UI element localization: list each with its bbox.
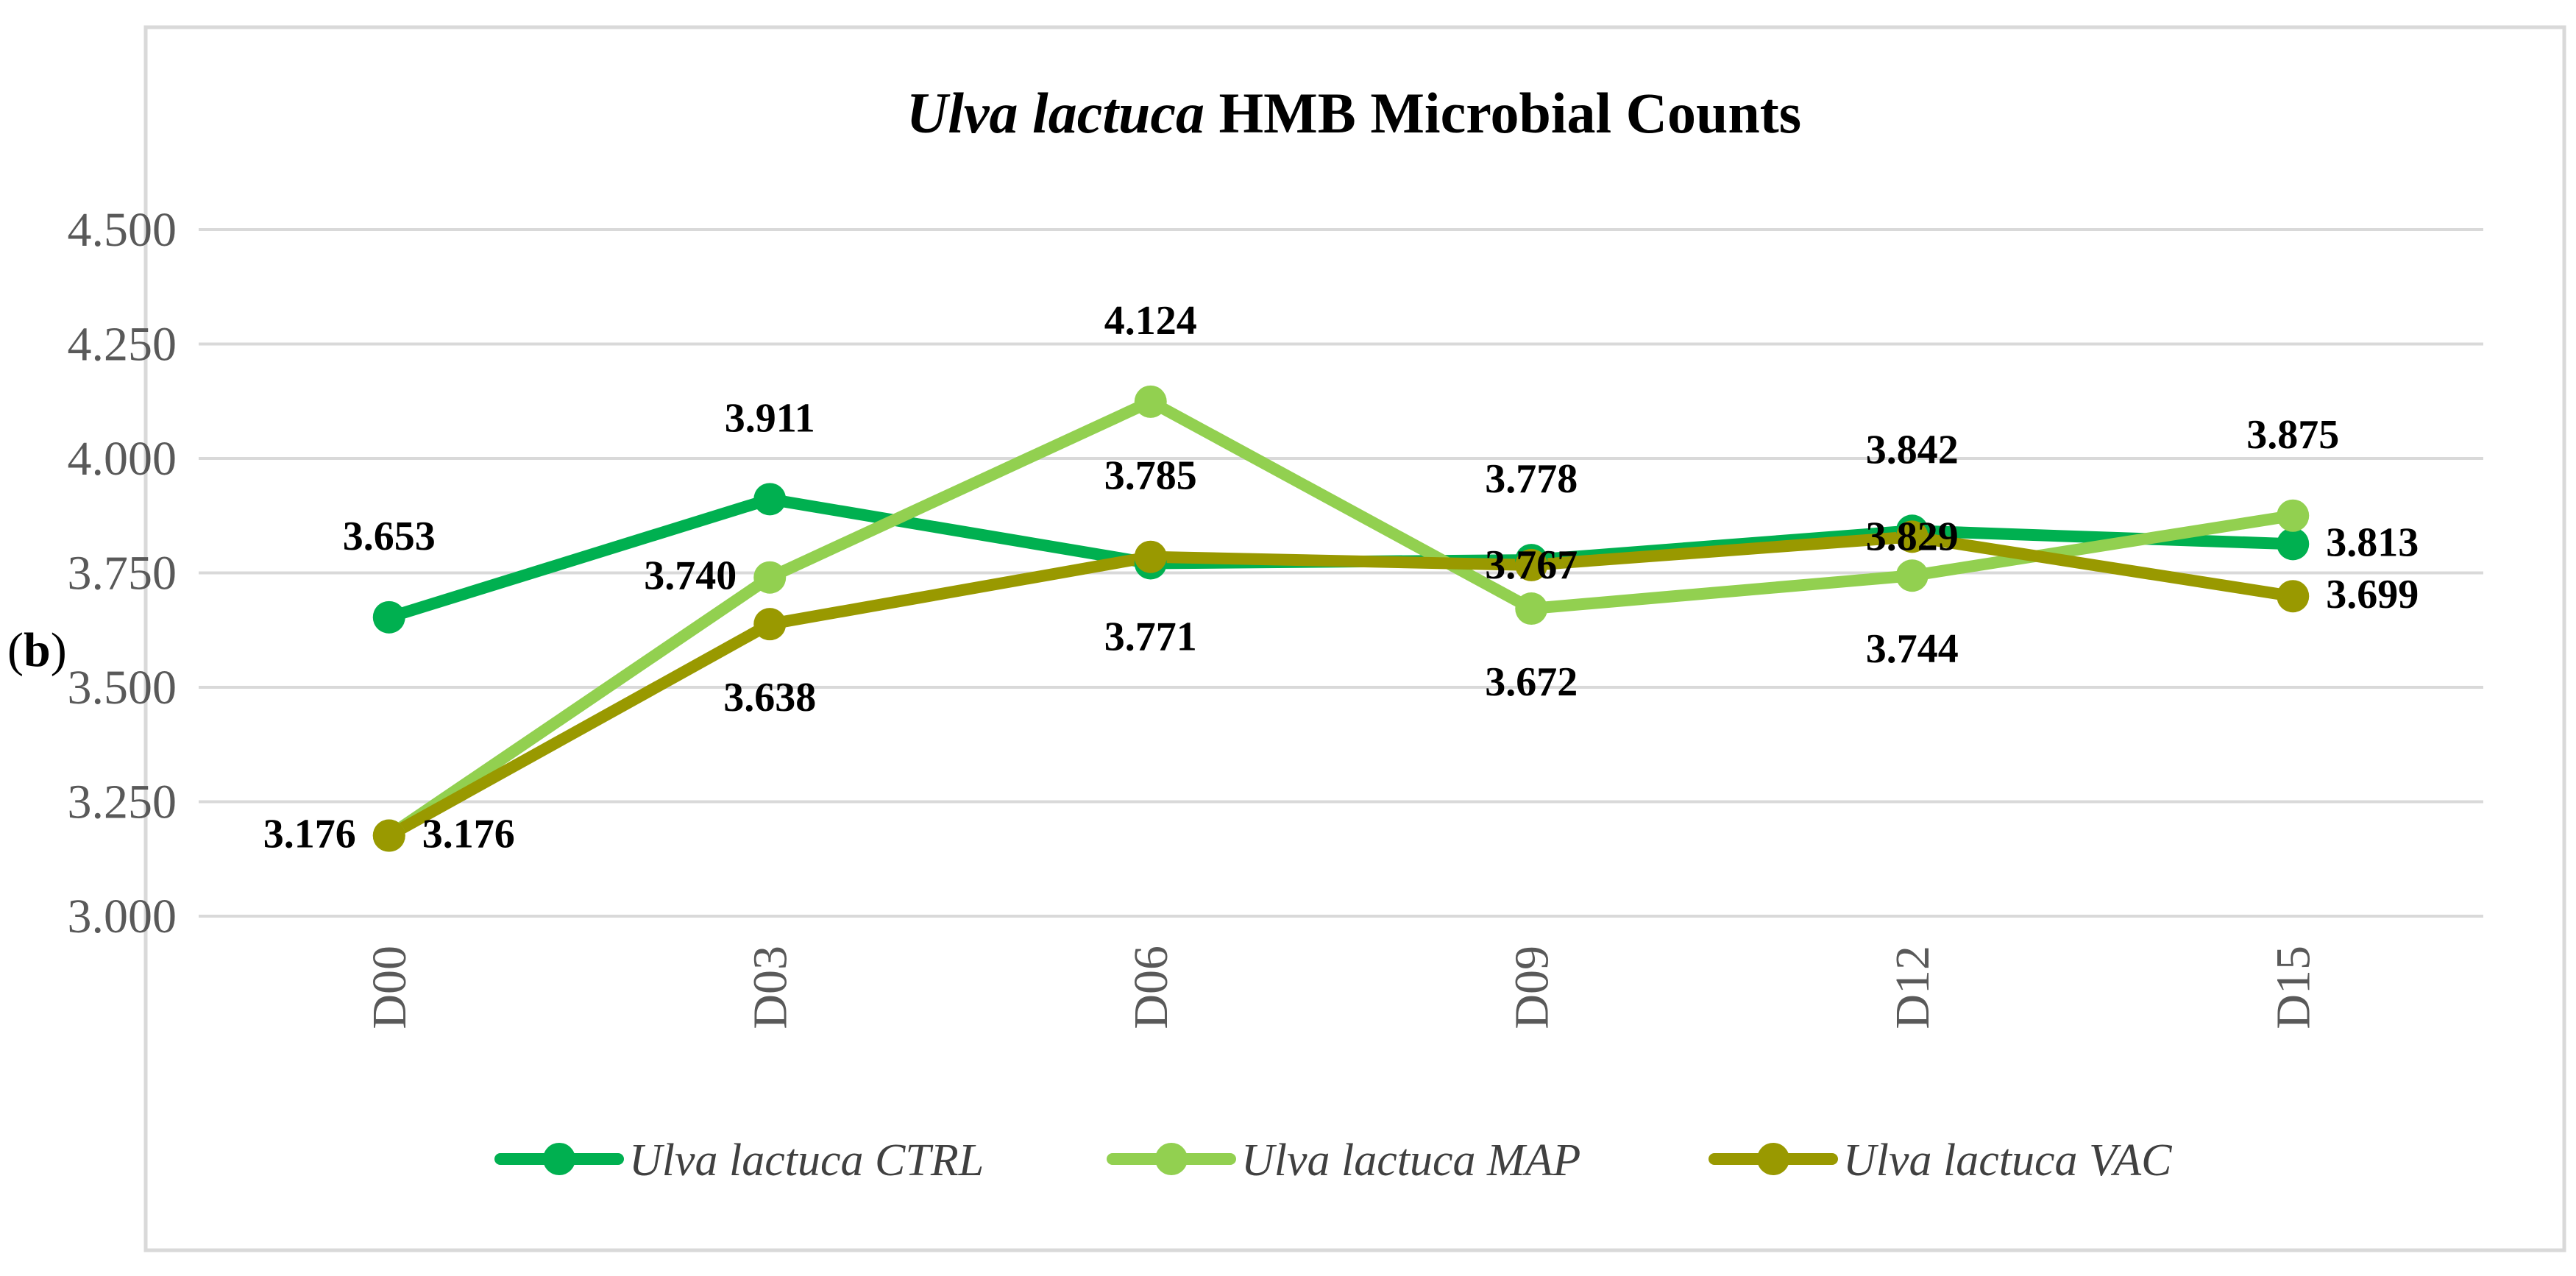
chart-title: Ulva lactuca HMB Microbial Counts <box>906 81 1801 145</box>
y-axis-ticks: 3.000 3.250 3.500 3.750 4.000 4.250 4.500 <box>68 203 177 943</box>
x-axis-ticks: D00 D03 D06 D09 D12 D15 <box>363 946 2321 1029</box>
x-tick-label: D06 <box>1124 946 1178 1029</box>
x-tick-label: D15 <box>2266 946 2320 1029</box>
legend-swatch-marker <box>1155 1143 1188 1175</box>
series-line <box>383 531 2299 842</box>
data-label: 3.813 <box>2326 520 2419 565</box>
data-point <box>2277 580 2310 613</box>
panel-label-open: ( <box>7 623 24 677</box>
legend-swatch-marker <box>1757 1143 1789 1175</box>
chart-title-italic: Ulva lactuca <box>906 81 1204 145</box>
data-label: 3.767 <box>1485 542 1578 588</box>
data-point <box>372 819 405 852</box>
y-tick-label: 3.500 <box>68 661 177 715</box>
data-label: 3.744 <box>1866 626 1959 672</box>
data-label: 3.778 <box>1485 456 1578 502</box>
chart-title-rest: HMB Microbial Counts <box>1204 81 1801 145</box>
legend: Ulva lactuca CTRL Ulva lactuca MAP Ulva la… <box>494 1135 2172 1185</box>
data-point <box>1515 592 1548 625</box>
data-point <box>1895 520 1929 553</box>
data-point <box>1134 540 1167 573</box>
data-labels: 3.653 3.911 3.771 3.778 3.842 3.813 3.176 3.740… <box>263 298 2419 857</box>
data-label: 3.638 <box>723 675 816 720</box>
y-tick-label: 3.000 <box>68 890 177 943</box>
data-point <box>753 561 787 594</box>
x-tick-label: D03 <box>743 946 797 1029</box>
y-tick-label: 4.000 <box>68 432 177 486</box>
grid-lines <box>199 228 2483 918</box>
data-label: 3.875 <box>2246 412 2339 458</box>
y-tick-label: 4.500 <box>68 203 177 257</box>
legend-label: Ulva lactuca VAC <box>1843 1135 2172 1185</box>
data-label: 3.771 <box>1104 614 1197 659</box>
data-point <box>753 483 787 516</box>
y-tick-label: 4.250 <box>68 318 177 372</box>
x-tick-label: D09 <box>1505 946 1558 1029</box>
data-label: 3.785 <box>1104 453 1197 499</box>
panel-label: (b) <box>7 623 67 677</box>
data-point <box>1515 548 1548 581</box>
data-label: 3.653 <box>343 514 436 559</box>
x-tick-label: D00 <box>363 946 416 1029</box>
panel-label-close: ) <box>51 623 67 677</box>
data-label: 3.176 <box>263 812 356 857</box>
legend-swatch-marker <box>543 1143 575 1175</box>
data-label: 4.124 <box>1104 298 1197 344</box>
data-label: 3.911 <box>725 395 815 441</box>
data-point <box>1134 385 1167 418</box>
data-label: 3.699 <box>2326 572 2419 617</box>
data-label: 3.176 <box>422 812 515 857</box>
legend-label: Ulva lactuca CTRL <box>629 1135 984 1185</box>
data-label: 3.672 <box>1485 659 1578 705</box>
data-point <box>2277 528 2310 561</box>
panel-label-letter: b <box>24 623 51 677</box>
series-lines <box>372 385 2310 852</box>
data-label: 3.740 <box>644 553 737 599</box>
data-point <box>1895 559 1929 592</box>
data-point <box>372 600 405 634</box>
series-line <box>383 395 2299 842</box>
chart-border <box>143 25 2566 1252</box>
legend-label: Ulva lactuca MAP <box>1241 1135 1580 1185</box>
data-label: 3.842 <box>1866 427 1959 472</box>
data-label: 3.829 <box>1866 514 1959 559</box>
y-tick-label: 3.750 <box>68 547 177 600</box>
y-tick-label: 3.250 <box>68 776 177 829</box>
x-tick-label: D12 <box>1886 946 1940 1029</box>
data-point <box>2277 499 2310 532</box>
data-point <box>753 608 787 641</box>
